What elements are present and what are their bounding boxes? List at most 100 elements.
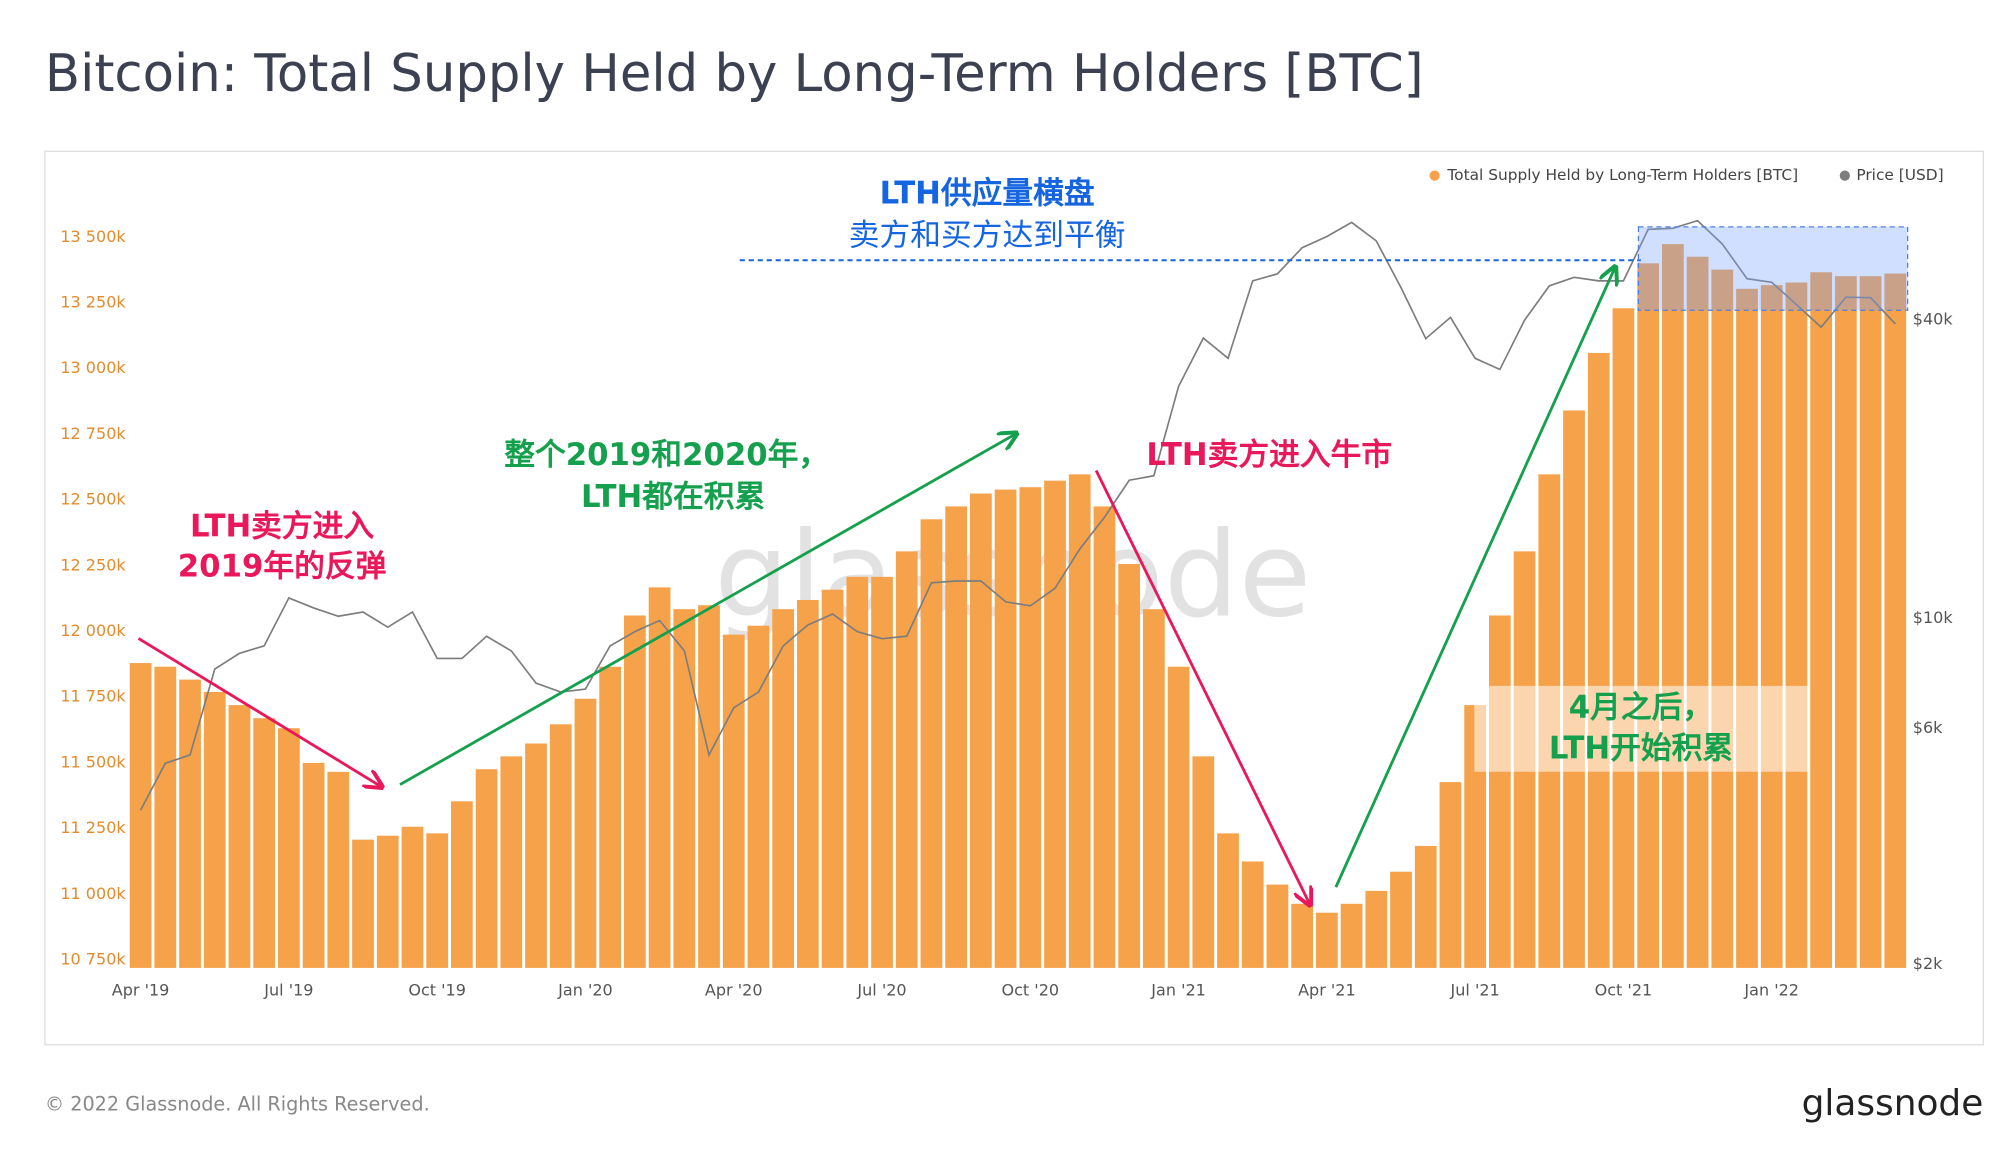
legend-swatch [1839, 170, 1850, 181]
x-tick-label: Jul '20 [856, 980, 906, 999]
annotation: 4月之后， [1569, 689, 1713, 725]
bar [871, 576, 893, 968]
bar [154, 666, 177, 968]
y-tick-label: 13 000k [60, 358, 126, 377]
y2-tick-label: $6k [1913, 718, 1943, 737]
annotation: 2019年的反弹 [178, 548, 387, 584]
bar [1637, 263, 1660, 968]
x-tick-label: Apr '21 [1298, 980, 1356, 999]
x-tick-label: Jul '21 [1450, 980, 1500, 999]
bar [1736, 288, 1758, 968]
bar [1810, 272, 1833, 968]
bar [1439, 782, 1462, 968]
bar [451, 801, 473, 968]
bar [1760, 285, 1783, 968]
bar [1711, 269, 1734, 968]
bar [1686, 256, 1709, 968]
bar [1217, 833, 1239, 968]
bar [1365, 890, 1388, 968]
y-tick-label: 13 500k [60, 227, 126, 246]
bar [1340, 903, 1363, 968]
bar [475, 769, 498, 968]
bar [1068, 474, 1091, 968]
bar [698, 605, 720, 968]
logo: glassnode [1802, 1083, 1984, 1124]
bar [797, 599, 819, 968]
bar [994, 489, 1017, 968]
x-tick-label: Oct '21 [1595, 980, 1653, 999]
bar [722, 634, 745, 968]
bars [129, 244, 1907, 968]
x-tick-label: Jan '20 [557, 980, 613, 999]
bar [426, 833, 449, 968]
bar [747, 625, 770, 968]
bar [376, 835, 399, 968]
x-tick-label: Oct '20 [1002, 980, 1060, 999]
bar [970, 493, 992, 968]
x-tick-label: Apr '20 [705, 980, 763, 999]
y-tick-label: 13 250k [60, 292, 126, 311]
x-tick-label: Jan '22 [1743, 980, 1799, 999]
bar [525, 743, 547, 968]
arrow [137, 637, 382, 787]
y-tick-label: 12 250k [60, 555, 126, 574]
annotation: 整个2019和2020年， [504, 437, 829, 473]
bar [846, 576, 869, 968]
bar [599, 666, 622, 968]
bar [1390, 871, 1412, 968]
annotation: LTH都在积累 [581, 479, 765, 515]
legend-label: Total Supply Held by Long-Term Holders [… [1446, 166, 1798, 184]
bar [1661, 244, 1684, 968]
labels: 10 750k 11 000k 11 250k 11 500k 11 750k 12 00… [60, 227, 1953, 1000]
bar [1315, 912, 1338, 968]
bar [673, 609, 696, 968]
bar [1143, 609, 1165, 968]
bar [1241, 861, 1264, 968]
y2-tick-label: $40k [1913, 310, 1954, 329]
bar [1414, 845, 1437, 968]
bar [129, 663, 152, 968]
legend-swatch [1429, 170, 1440, 181]
copyright: © 2022 Glassnode. All Rights Reserved. [45, 1093, 430, 1116]
bar [253, 718, 276, 968]
bar [1785, 282, 1808, 968]
bar [1859, 276, 1882, 968]
annotation: LTH卖方进入牛市 [1146, 437, 1392, 473]
bar [179, 679, 201, 968]
annotation: 卖方和买方达到平衡 [849, 218, 1126, 254]
x-tick-label: Oct '19 [408, 980, 466, 999]
annotation: LTH卖方进入 [190, 509, 374, 545]
bar [945, 506, 968, 968]
y-tick-label: 11 500k [60, 752, 126, 771]
y-tick-label: 12 000k [60, 621, 126, 640]
arrow [399, 433, 1017, 786]
bar [574, 698, 597, 968]
bar [1019, 487, 1042, 968]
label-backdrop [1474, 685, 1808, 772]
bar [772, 609, 795, 968]
chart-title: Bitcoin: Total Supply Held by Long-Term … [45, 44, 1424, 104]
bar [1044, 480, 1066, 968]
y2-tick-label: $2k [1913, 954, 1943, 973]
bar [278, 728, 300, 968]
y-tick-label: 11 750k [60, 687, 126, 706]
bar [1118, 563, 1141, 968]
bar [401, 826, 424, 968]
arrow [1334, 267, 1615, 888]
bar [1291, 903, 1314, 968]
x-tick-label: Jul '19 [263, 980, 313, 999]
arrow [1094, 469, 1310, 905]
bar [1192, 756, 1215, 968]
bar [648, 587, 671, 968]
x-tick-label: Jan '21 [1150, 980, 1206, 999]
bar [920, 519, 943, 968]
bar [327, 771, 350, 968]
x-tick-label: Apr '19 [112, 980, 170, 999]
bar [1612, 308, 1635, 968]
y-tick-label: 12 750k [60, 424, 126, 443]
bar [1167, 666, 1190, 968]
bar [1587, 352, 1610, 968]
legend-label: Price [USD] [1856, 166, 1943, 184]
bar [895, 551, 918, 968]
